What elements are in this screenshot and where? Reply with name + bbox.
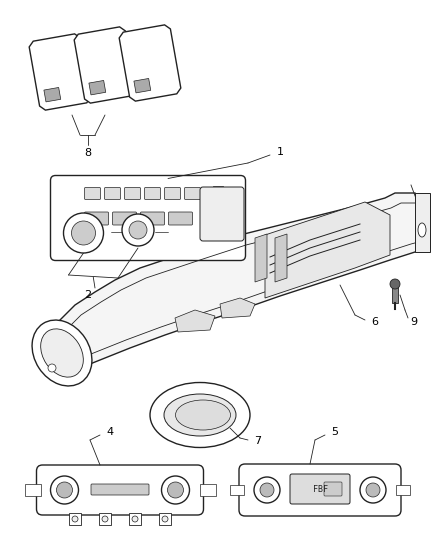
Polygon shape [220, 298, 255, 318]
Polygon shape [265, 202, 390, 298]
Polygon shape [89, 80, 106, 95]
FancyBboxPatch shape [290, 474, 350, 504]
Ellipse shape [41, 329, 83, 377]
Text: FBF: FBF [312, 486, 328, 495]
Polygon shape [255, 234, 267, 282]
Ellipse shape [176, 400, 230, 430]
Text: 2: 2 [85, 290, 92, 300]
FancyBboxPatch shape [324, 482, 342, 496]
Polygon shape [74, 27, 136, 103]
Polygon shape [29, 34, 91, 110]
FancyBboxPatch shape [184, 188, 201, 199]
Bar [212, 185, 223, 195]
Bar [129, 513, 141, 525]
Bar [25, 484, 40, 496]
Bar [212, 198, 223, 206]
Text: 1: 1 [276, 147, 283, 157]
Ellipse shape [418, 223, 426, 237]
FancyBboxPatch shape [105, 188, 120, 199]
Bar [212, 209, 223, 219]
Circle shape [64, 213, 103, 253]
Text: 5: 5 [332, 427, 339, 437]
FancyBboxPatch shape [141, 212, 165, 225]
FancyBboxPatch shape [145, 188, 160, 199]
Ellipse shape [164, 394, 236, 436]
Polygon shape [175, 310, 215, 332]
Circle shape [162, 476, 190, 504]
Bar [199, 484, 215, 496]
Circle shape [72, 516, 78, 522]
FancyBboxPatch shape [85, 188, 100, 199]
Circle shape [48, 364, 56, 372]
FancyBboxPatch shape [113, 212, 137, 225]
Circle shape [390, 279, 400, 289]
Text: 4: 4 [106, 427, 113, 437]
FancyBboxPatch shape [50, 175, 246, 261]
Ellipse shape [32, 320, 92, 386]
Text: 7: 7 [254, 436, 261, 446]
Bar [392, 287, 398, 303]
Polygon shape [48, 193, 430, 372]
FancyBboxPatch shape [239, 464, 401, 516]
Circle shape [57, 482, 73, 498]
Polygon shape [134, 78, 151, 93]
Circle shape [366, 483, 380, 497]
Circle shape [102, 516, 108, 522]
Polygon shape [275, 234, 287, 282]
FancyBboxPatch shape [165, 188, 180, 199]
Circle shape [129, 221, 147, 239]
Circle shape [254, 477, 280, 503]
FancyBboxPatch shape [91, 484, 149, 495]
Circle shape [162, 516, 168, 522]
Bar [396, 485, 410, 495]
Text: 8: 8 [85, 148, 92, 158]
Circle shape [260, 483, 274, 497]
Circle shape [71, 221, 95, 245]
Text: 9: 9 [410, 317, 417, 327]
Circle shape [122, 214, 154, 246]
FancyBboxPatch shape [85, 212, 109, 225]
Bar [230, 485, 244, 495]
Polygon shape [415, 193, 430, 252]
FancyBboxPatch shape [124, 188, 141, 199]
Bar [159, 513, 171, 525]
Circle shape [50, 476, 78, 504]
FancyBboxPatch shape [169, 212, 192, 225]
FancyBboxPatch shape [36, 465, 204, 515]
Polygon shape [44, 87, 61, 102]
FancyBboxPatch shape [200, 187, 244, 241]
Bar [99, 513, 111, 525]
Circle shape [360, 477, 386, 503]
Bar [69, 513, 81, 525]
Ellipse shape [150, 383, 250, 448]
Circle shape [132, 516, 138, 522]
Text: 6: 6 [371, 317, 378, 327]
Polygon shape [119, 25, 181, 101]
Circle shape [167, 482, 184, 498]
